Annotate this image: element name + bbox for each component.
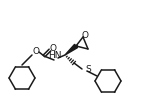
Text: O: O <box>81 31 88 39</box>
Text: S: S <box>85 66 91 74</box>
Text: HN: HN <box>48 51 62 60</box>
Text: O: O <box>49 44 56 54</box>
Polygon shape <box>65 44 77 55</box>
Text: O: O <box>32 48 40 56</box>
